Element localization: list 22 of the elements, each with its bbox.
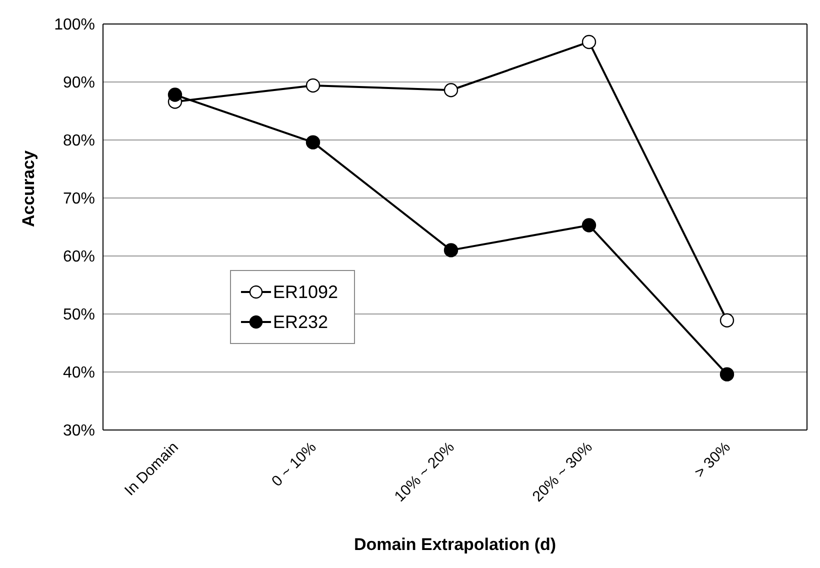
legend-label: ER1092 bbox=[273, 282, 338, 302]
y-tick-label: 50% bbox=[62, 306, 95, 324]
y-tick-label: 60% bbox=[62, 248, 95, 266]
point bbox=[444, 83, 458, 98]
point bbox=[444, 243, 458, 258]
x-tick-label: > 30% bbox=[691, 438, 734, 482]
point bbox=[720, 313, 734, 328]
point bbox=[168, 88, 182, 102]
point bbox=[582, 218, 596, 232]
legend-label: ER232 bbox=[273, 312, 328, 332]
y-tick-label: 90% bbox=[62, 74, 95, 92]
x-axis-title: Domain Extrapolation (d) bbox=[354, 535, 556, 554]
point bbox=[720, 367, 734, 382]
y-tick-label: 70% bbox=[62, 190, 95, 208]
point bbox=[306, 135, 320, 150]
y-tick-label: 40% bbox=[62, 364, 95, 382]
y-tick-label: 30% bbox=[62, 422, 95, 440]
y-tick-label: 100% bbox=[54, 16, 95, 34]
point bbox=[582, 34, 596, 50]
y-tick-label: 80% bbox=[62, 132, 95, 150]
y-axis-title: Accuracy bbox=[19, 150, 38, 227]
point bbox=[306, 78, 320, 93]
